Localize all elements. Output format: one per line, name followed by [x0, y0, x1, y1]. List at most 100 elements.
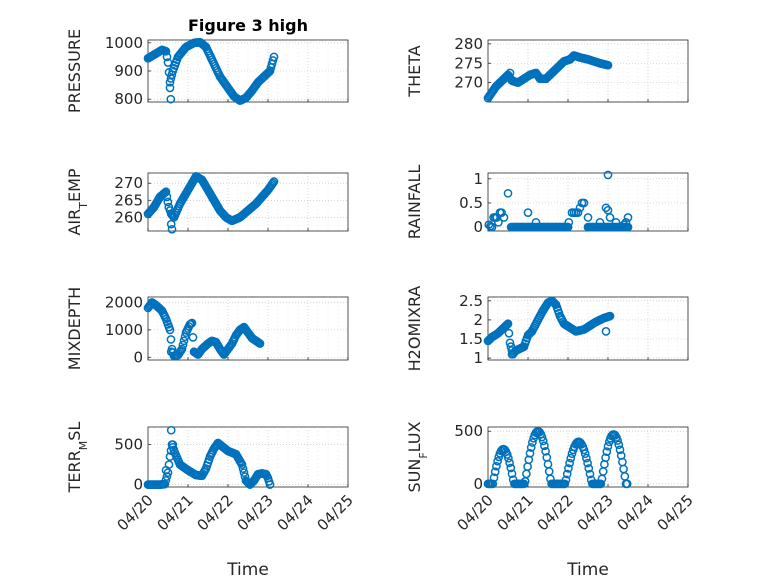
- data-point: [487, 222, 497, 232]
- data-point: [623, 222, 633, 232]
- data-point: [584, 464, 594, 473]
- data-point: [603, 60, 613, 70]
- data-point: [161, 475, 171, 485]
- y-tick-label: 0: [473, 475, 483, 493]
- y-tick-label: 1: [473, 170, 483, 188]
- subplot-mixdepth: 0 1000 2000 MIXDEPTH: [65, 287, 349, 370]
- data-point: [605, 213, 615, 222]
- data-point: [566, 453, 576, 463]
- data-point: [501, 321, 511, 330]
- y-tick-label: 2.5: [459, 292, 483, 310]
- data-point: [505, 458, 514, 468]
- y-axis-label: TERRMSL: [65, 422, 90, 494]
- x-tick-label: 04/22: [534, 491, 577, 534]
- data-point: [603, 441, 613, 451]
- data-point: [503, 188, 513, 198]
- data-point: [264, 67, 274, 77]
- y-tick-label: 2: [473, 311, 483, 329]
- data-point: [601, 203, 611, 213]
- data-point: [528, 438, 537, 447]
- data-point: [504, 328, 514, 338]
- x-tick-label: 04/20: [114, 491, 157, 534]
- data-point: [525, 448, 535, 458]
- data-point: [583, 213, 593, 222]
- x-tick-label: 04/21: [154, 491, 197, 534]
- data-point: [179, 336, 189, 346]
- data-point: [615, 445, 625, 455]
- data-point: [502, 320, 512, 330]
- data-point: [489, 473, 499, 483]
- data-point: [603, 170, 613, 180]
- data-point: [507, 469, 517, 479]
- data-point: [562, 469, 572, 479]
- data-point: [493, 456, 502, 466]
- data-point: [255, 339, 265, 348]
- data-point: [490, 467, 500, 477]
- data-point: [523, 208, 533, 217]
- y-tick-label: 800: [114, 90, 143, 108]
- data-point: [507, 349, 517, 359]
- data-point: [188, 333, 198, 342]
- y-tick-label: 1.5: [459, 330, 483, 348]
- data-point: [601, 327, 611, 336]
- y-axis-label: RAINFALL: [405, 165, 424, 240]
- data-point: [613, 436, 622, 445]
- data-point: [166, 347, 176, 357]
- data-point: [492, 461, 501, 471]
- y-tick-label: 1000: [105, 34, 143, 52]
- subplot-h2omixra: 11.522.5 H2OMIXRA: [405, 286, 689, 372]
- y-axis-label: H2OMIXRA: [405, 286, 424, 372]
- data-point: [166, 335, 176, 344]
- x-axis-label: Time: [226, 560, 269, 580]
- y-axis-label: AIRTEMP: [65, 168, 90, 235]
- data-point: [564, 464, 573, 473]
- y-tick-label: 260: [114, 208, 143, 226]
- data-point: [573, 208, 583, 217]
- data-point: [561, 475, 571, 485]
- data-point: [583, 458, 592, 468]
- data-point: [162, 472, 172, 481]
- data-point: [187, 318, 197, 328]
- data-point: [166, 219, 176, 229]
- data-point: [614, 440, 624, 450]
- data-point: [162, 192, 172, 202]
- x-tick-label: 04/24: [614, 491, 657, 534]
- x-tick-label: 04/23: [234, 491, 277, 534]
- data-point: [166, 425, 176, 435]
- x-axis-label: Time: [566, 560, 609, 580]
- data-point: [500, 445, 510, 455]
- data-point: [622, 479, 632, 489]
- data-point: [623, 213, 633, 222]
- subplot-rainfall: 0 0.5 1 RAINFALL: [405, 165, 689, 240]
- data-point: [563, 222, 573, 232]
- x-tick-label: 04/20: [454, 491, 497, 534]
- data-point: [167, 224, 177, 234]
- data-point: [163, 468, 173, 477]
- data-point: [269, 177, 279, 186]
- y-tick-label: 270: [114, 174, 143, 192]
- data-point: [178, 340, 188, 350]
- data-point: [502, 450, 512, 459]
- data-point: [601, 453, 610, 463]
- data-point: [526, 443, 536, 452]
- data-point: [565, 458, 574, 468]
- y-tick-label: 500: [114, 436, 143, 454]
- data-point: [582, 453, 591, 463]
- x-tick-label: 04/25: [314, 491, 357, 534]
- x-tick-label: 04/22: [194, 491, 237, 534]
- data-point: [161, 465, 171, 475]
- data-point: [163, 197, 173, 207]
- data-point: [268, 56, 278, 65]
- y-tick-label: 1000: [105, 321, 143, 339]
- data-point: [506, 463, 516, 473]
- y-tick-label: 265: [114, 191, 143, 209]
- data-point: [269, 52, 279, 62]
- data-point: [161, 187, 171, 197]
- y-tick-label: 2000: [105, 293, 143, 311]
- data-point: [162, 52, 172, 62]
- y-tick-label: 0.5: [459, 194, 483, 212]
- data-point: [579, 445, 589, 455]
